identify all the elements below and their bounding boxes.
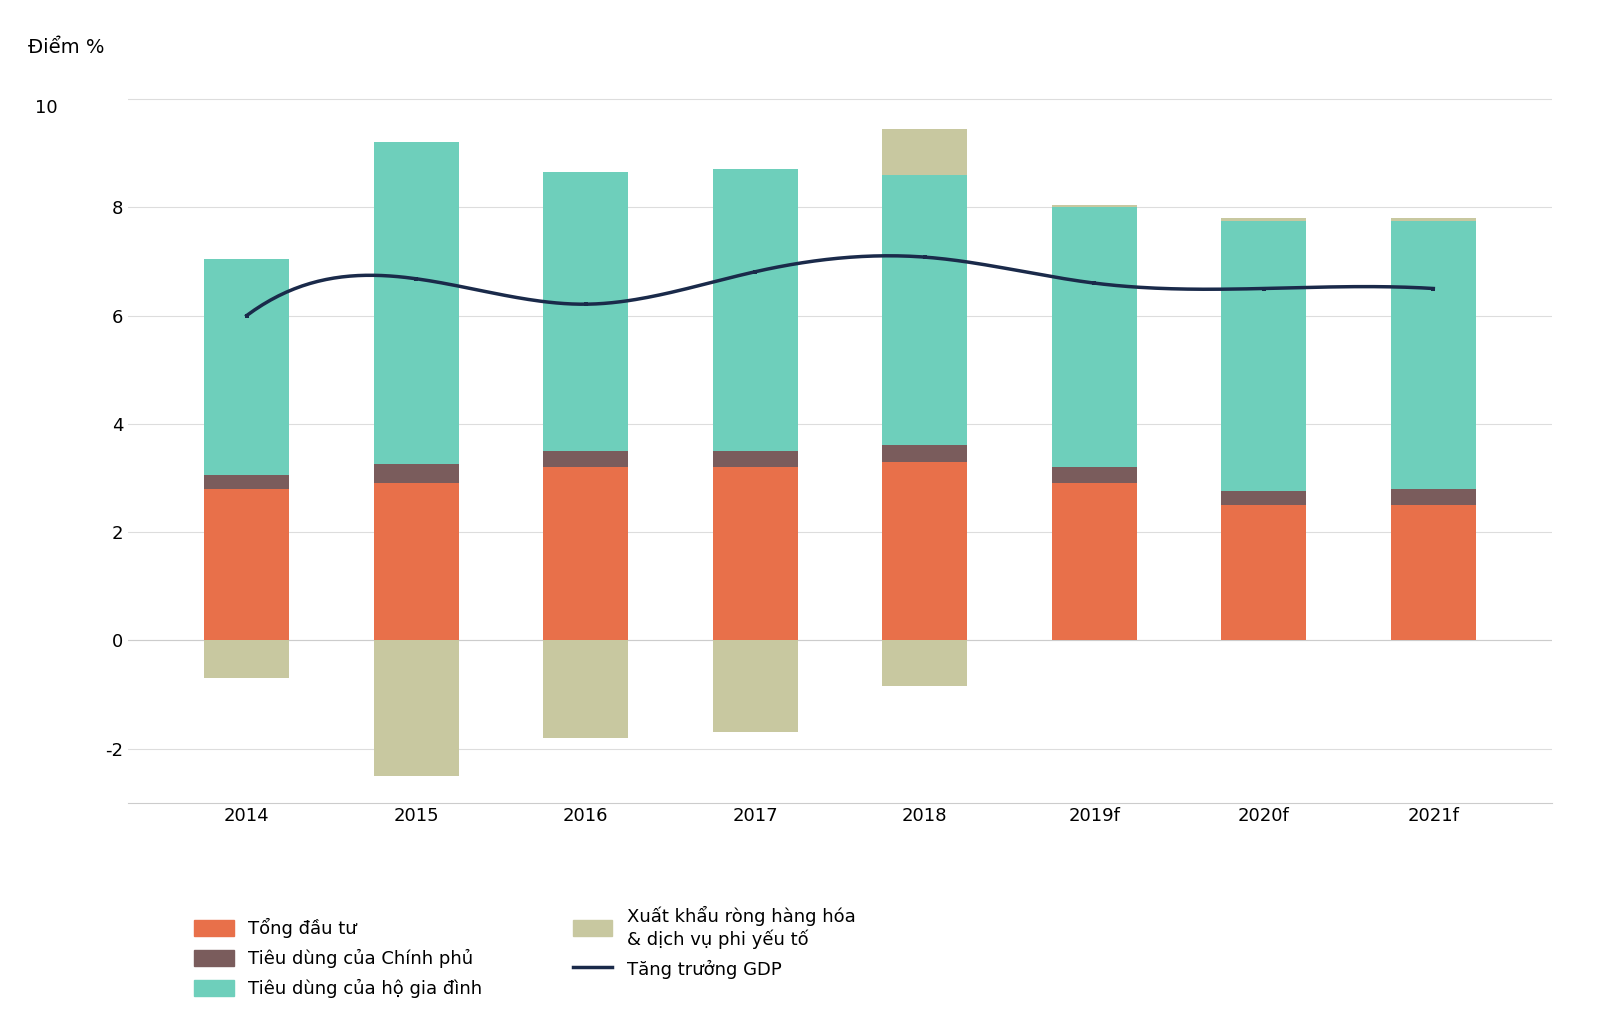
Bar	[714, 451, 798, 467]
Bar	[1051, 207, 1136, 467]
Bar	[205, 475, 290, 489]
Bar	[1051, 484, 1136, 640]
Bar	[1051, 205, 1136, 207]
Bar	[544, 640, 629, 738]
Bar	[1390, 505, 1475, 640]
Bar	[882, 462, 966, 640]
Bar	[882, 640, 966, 686]
Bar	[205, 489, 290, 640]
Bar	[882, 175, 966, 446]
Text: Điểm %: Điểm %	[29, 38, 106, 58]
Bar	[205, 258, 290, 475]
Bar	[882, 446, 966, 462]
Bar	[544, 451, 629, 467]
Bar	[1221, 221, 1306, 492]
Bar	[374, 484, 459, 640]
Bar	[1221, 218, 1306, 221]
Bar	[1390, 489, 1475, 505]
Bar	[882, 129, 966, 175]
Bar	[544, 172, 629, 451]
Bar	[374, 142, 459, 464]
Bar	[1051, 467, 1136, 484]
Bar	[374, 464, 459, 484]
Bar	[1390, 221, 1475, 489]
Bar	[544, 467, 629, 640]
Text: 10: 10	[35, 99, 58, 117]
Bar	[1221, 492, 1306, 505]
Bar	[714, 640, 798, 733]
Bar	[1390, 218, 1475, 221]
Bar	[374, 640, 459, 776]
Legend: Tổng đầu tư, Tiêu dùng của Chính phủ, Tiêu dùng của hộ gia đình, Xuất khẩu ròng : Tổng đầu tư, Tiêu dùng của Chính phủ, Ti…	[194, 906, 856, 998]
Bar	[714, 467, 798, 640]
Bar	[1221, 505, 1306, 640]
Bar	[205, 640, 290, 678]
Bar	[714, 170, 798, 451]
